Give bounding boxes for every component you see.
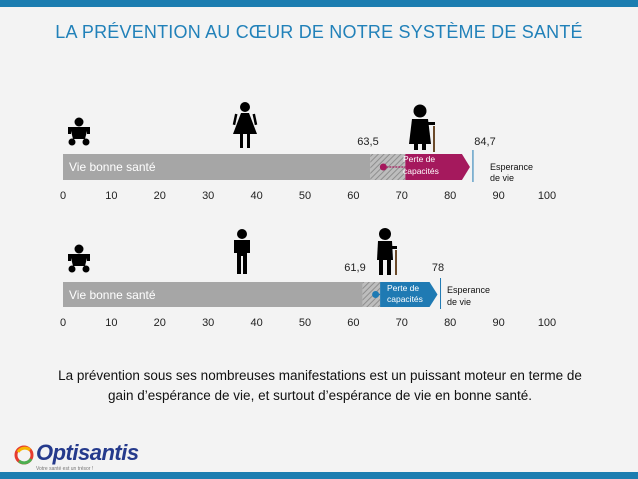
men-healthy-label: Vie bonne santé [69, 288, 156, 302]
men-chart: 61,9 78 Vie bonne santé Perte de capacit… [60, 228, 556, 329]
page-title: LA PRÉVENTION AU CŒUR DE NOTRE SYSTÈME D… [55, 22, 583, 42]
man-icon [234, 229, 250, 274]
m-tick-label: 90 [492, 317, 504, 329]
m-tick-label: 20 [154, 317, 166, 329]
women-healthy-label: Vie bonne santé [69, 160, 156, 174]
m-tick-label: 100 [538, 317, 556, 329]
w-tick-label: 30 [202, 190, 214, 202]
men-x-axis: 0 10 20 30 40 50 60 70 80 90 100 [60, 317, 556, 329]
logo-name: Optisantis [36, 440, 139, 465]
top-band [0, 0, 638, 7]
w-tick-label: 70 [396, 190, 408, 202]
m-tick-label: 30 [202, 317, 214, 329]
w-tick-label: 0 [60, 190, 66, 202]
m-tick-label: 80 [444, 317, 456, 329]
baby-icon [68, 244, 90, 273]
men-loss-label-2: capacités [387, 294, 423, 304]
women-loss-label-2: capacités [403, 166, 439, 176]
m-tick-label: 60 [347, 317, 359, 329]
w-tick-label: 80 [444, 190, 456, 202]
caption-line-2: gain d’espérance de vie, et surtout d’es… [107, 388, 533, 403]
caption: La prévention sous ses nombreuses manife… [20, 366, 620, 406]
women-chart: 63,5 84,7 Vie bonne santé Perte de capac… [60, 102, 556, 202]
woman-icon [232, 102, 258, 148]
caption-line-1: La prévention sous ses nombreuses manife… [58, 368, 582, 383]
men-loss-label-1: Perte de [387, 283, 419, 293]
elderly-man-icon [377, 228, 397, 275]
logo-tagline: Votre santé est un trésor ! [36, 466, 94, 472]
men-transition-hatch [362, 282, 381, 307]
women-expectancy-label-2: de vie [490, 173, 514, 183]
logo-mark-icon [14, 445, 34, 465]
w-tick-label: 40 [250, 190, 262, 202]
women-loss-arrow [405, 154, 470, 180]
m-tick-label: 0 [60, 317, 66, 329]
logo: Optisantis Votre santé est un trésor ! [14, 440, 154, 472]
w-tick-label: 20 [154, 190, 166, 202]
women-healthy-value-label: 63,5 [357, 136, 378, 148]
women-loss-label-1: Perte de [403, 154, 435, 164]
men-life-value-label: 78 [432, 262, 444, 274]
men-healthy-bar [63, 282, 363, 307]
baby-icon [68, 117, 90, 146]
women-expectancy-label-1: Esperance [490, 162, 533, 172]
m-tick-label: 40 [250, 317, 262, 329]
women-life-value-label: 84,7 [474, 136, 495, 148]
women-x-axis: 0 10 20 30 40 50 60 70 80 90 100 [60, 190, 556, 202]
women-healthy-bar [63, 154, 371, 180]
w-tick-label: 100 [538, 190, 556, 202]
men-loss-arrow [380, 282, 438, 307]
elderly-woman-icon [409, 104, 435, 152]
w-tick-label: 10 [105, 190, 117, 202]
bottom-band [0, 472, 638, 479]
w-tick-label: 50 [299, 190, 311, 202]
w-tick-label: 60 [347, 190, 359, 202]
m-tick-label: 10 [105, 317, 117, 329]
men-expectancy-label-1: Esperance [447, 285, 490, 295]
m-tick-label: 70 [396, 317, 408, 329]
m-tick-label: 50 [299, 317, 311, 329]
men-expectancy-label-2: de vie [447, 297, 471, 307]
men-healthy-value-label: 61,9 [344, 262, 365, 274]
w-tick-label: 90 [492, 190, 504, 202]
